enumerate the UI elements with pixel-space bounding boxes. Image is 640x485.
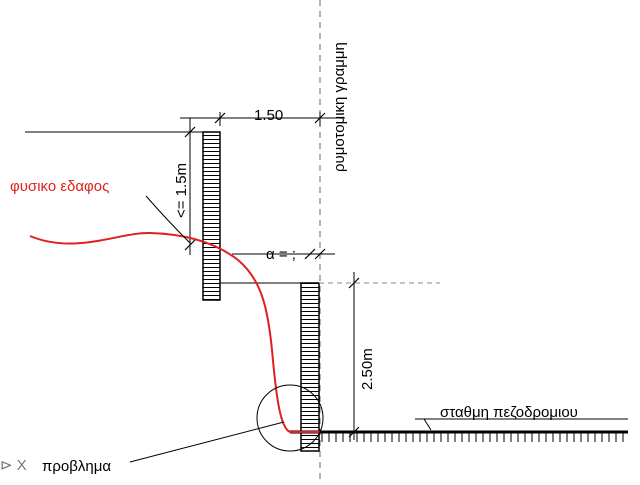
pavement-level-marker — [415, 418, 628, 431]
pavement-hatch — [321, 433, 624, 442]
natural-ground-leader — [145, 195, 191, 244]
wall-height-dimension — [348, 272, 360, 440]
problem-leader — [129, 421, 285, 463]
lower-wall — [300, 282, 320, 452]
upper-wall — [202, 131, 221, 301]
natural-ground-curve — [29, 231, 320, 433]
top-dimension — [180, 112, 345, 126]
top-dimension-label: 1.50 — [254, 107, 283, 124]
max-height-label: <= 1.5m — [173, 163, 190, 218]
problem-marker: ⊳ X — [0, 457, 27, 474]
pavement-level-label: σταθμη πεζοδρομιου — [440, 404, 578, 421]
offset-label: α = ; — [266, 246, 296, 263]
max-height-dimension — [184, 118, 196, 255]
problem-label: προβλημα — [42, 458, 111, 475]
problem-circle — [256, 384, 324, 452]
natural-ground-label: φυσικο εδαφος — [10, 178, 109, 195]
wall-height-label: 2.50m — [359, 348, 376, 390]
offset-dimension — [232, 248, 335, 260]
building-line-label: ρυμοτομικη γραμμη — [331, 42, 348, 172]
